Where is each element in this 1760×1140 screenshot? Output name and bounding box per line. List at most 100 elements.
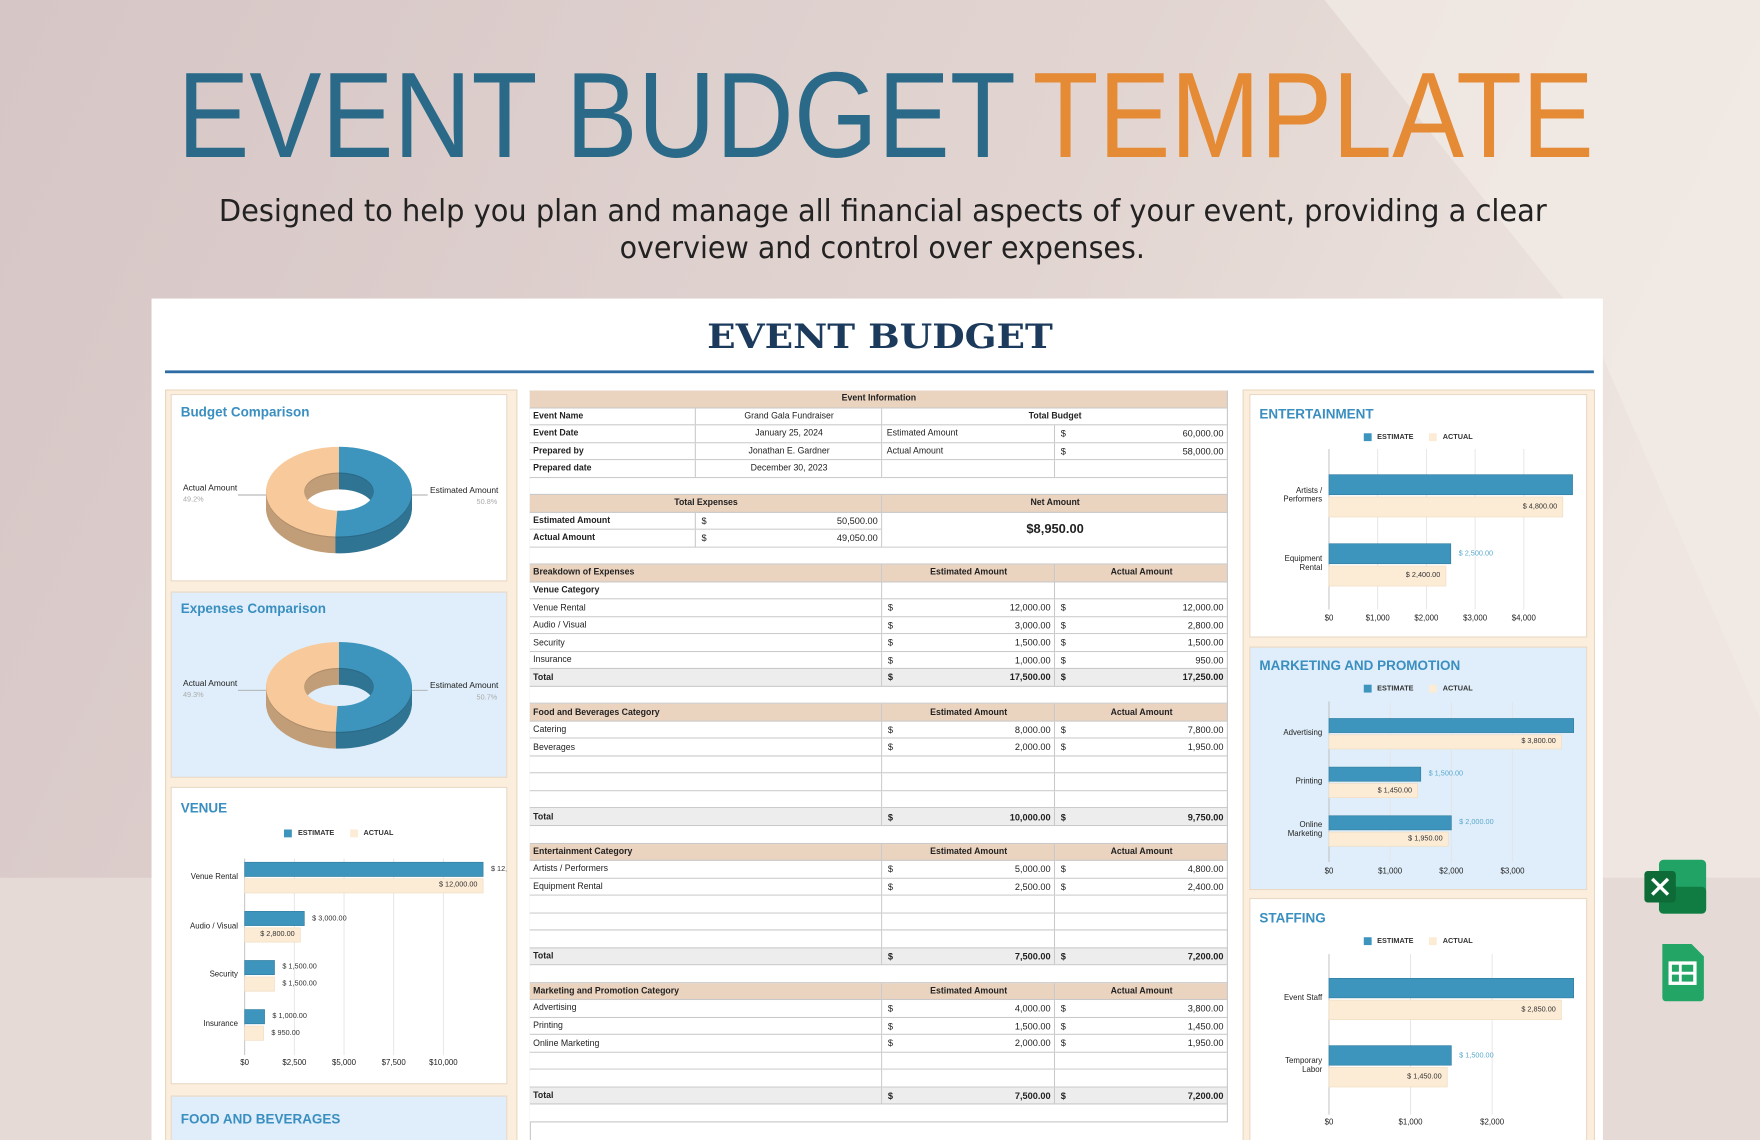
currency-symbol: $	[887, 951, 893, 962]
currency-symbol: $	[887, 1090, 893, 1101]
legend-label: ESTIMATE	[1377, 684, 1414, 692]
amount: 60,000.00	[1182, 428, 1224, 439]
table-cell	[1055, 1035, 1228, 1053]
cell-text: Beverages	[533, 741, 576, 752]
table-cell	[882, 756, 1056, 774]
excel-icon	[1644, 859, 1707, 914]
table-cell	[882, 704, 1056, 722]
value-label: $ 1,500.00	[282, 963, 317, 972]
amount: 17,500.00	[1009, 672, 1051, 683]
currency-symbol: $	[1060, 725, 1066, 736]
cell-text: Online Marketing	[533, 1037, 600, 1048]
cell-text: Catering	[533, 724, 567, 735]
table-cell	[1055, 1017, 1228, 1036]
chart-card: ENTERTAINMENT $0 $1,000 $2,000 $3,000 $4,000 E…	[1250, 395, 1587, 637]
y-tick-label: Temporary Labor	[1285, 1057, 1323, 1075]
table-cell	[529, 913, 883, 931]
slice-value: 49.3%	[182, 691, 204, 700]
table-cell	[529, 425, 696, 443]
table-cell	[882, 773, 1056, 792]
amount: 3,000.00	[1014, 620, 1051, 631]
amount: 1,500.00	[1014, 1021, 1051, 1032]
table-cell	[882, 860, 1056, 879]
value-label: $ 1,500.00	[1428, 769, 1464, 778]
x-tick-label: $10,000	[429, 1059, 458, 1068]
amount: 58,000.00	[1182, 446, 1224, 457]
amount: 49,050.00	[836, 533, 878, 544]
table-cell	[882, 495, 1228, 513]
currency-symbol: $	[887, 637, 893, 649]
table-cell	[882, 408, 1228, 426]
x-tick-label: $2,000	[1439, 867, 1464, 876]
donut-slice	[266, 642, 339, 732]
chart-title: MARKETING AND PROMOTION	[1259, 657, 1461, 674]
table-cell	[882, 808, 1056, 827]
amount: 8,000.00	[1014, 725, 1051, 736]
chart-card: FOOD AND BEVERAGES	[171, 1096, 507, 1140]
slice-label: Actual Amount	[182, 482, 238, 493]
currency-symbol: $	[701, 515, 707, 527]
table-cell	[695, 425, 883, 443]
currency-symbol: $	[1060, 672, 1066, 683]
currency-symbol: $	[887, 864, 893, 875]
currency-symbol: $	[887, 672, 893, 683]
legend-label: ACTUAL	[1442, 684, 1473, 692]
currency-symbol: $	[1060, 446, 1066, 457]
value-label: $ 2,500.00	[1458, 549, 1494, 558]
table-cell	[529, 669, 883, 687]
value-label: $ 2,850.00	[1521, 1005, 1556, 1014]
amount: 7,800.00	[1187, 725, 1224, 736]
bar	[1328, 565, 1447, 587]
table-cell	[529, 1104, 1228, 1123]
table-cell	[1055, 773, 1228, 792]
amount: 5,000.00	[1014, 864, 1051, 875]
table-cell	[882, 791, 1056, 809]
legend-swatch	[1429, 684, 1438, 692]
bar	[1328, 999, 1562, 1020]
amount: 12,000.00	[1182, 603, 1224, 614]
amount: 1,950.00	[1187, 742, 1224, 753]
value-label: $ 3,000.00	[312, 914, 347, 923]
table-cell	[882, 843, 1056, 861]
table-cell	[529, 704, 883, 722]
subtitle: Designed to help you plan and manage all…	[219, 194, 1547, 229]
amount: 1,950.00	[1187, 1038, 1224, 1049]
table-cell	[1055, 982, 1228, 1001]
table-cell	[882, 721, 1056, 740]
cell-text: Audio / Visual	[533, 619, 587, 630]
cell-text: Estimated Amount	[930, 706, 1008, 717]
table-cell	[529, 895, 883, 914]
donut-slice	[335, 446, 412, 537]
chart-canvas	[237, 446, 428, 554]
currency-symbol: $	[1060, 881, 1066, 892]
table-cell	[1055, 878, 1228, 896]
cell-text: Actual Amount	[1110, 567, 1173, 578]
y-tick-label: Advertising	[1283, 729, 1323, 738]
table-cell	[529, 965, 1228, 983]
x-tick-label: $4,000	[1511, 615, 1536, 623]
table-cell	[882, 913, 1056, 931]
table-cell	[529, 982, 883, 1001]
table-cell	[529, 442, 696, 461]
chart-canvas	[1328, 701, 1575, 863]
amount: 2,800.00	[1187, 620, 1224, 631]
amount: 1,450.00	[1187, 1021, 1224, 1032]
table-cell	[529, 460, 696, 478]
table-cell	[882, 669, 1056, 687]
legend-label: ACTUAL	[1442, 936, 1473, 945]
value-label: $ 1,450.00	[1407, 1073, 1442, 1081]
page-title: EVENT BUDGET	[177, 47, 1015, 183]
cell-text: Event Information	[841, 393, 917, 404]
legend-swatch	[1429, 936, 1438, 945]
bar	[1328, 718, 1575, 733]
chart-title: VENUE	[180, 800, 228, 817]
chart-title: ENTERTAINMENT	[1259, 406, 1374, 423]
table-cell	[1055, 704, 1228, 722]
table-cell	[529, 756, 883, 774]
amount: 50,500.00	[836, 515, 878, 527]
x-tick-label: $1,000	[1365, 615, 1390, 623]
slice-label: Actual Amount	[182, 677, 238, 688]
currency-symbol: $	[887, 620, 893, 631]
table-cell	[529, 826, 1228, 844]
y-tick-label: Audio / Visual	[190, 922, 238, 931]
